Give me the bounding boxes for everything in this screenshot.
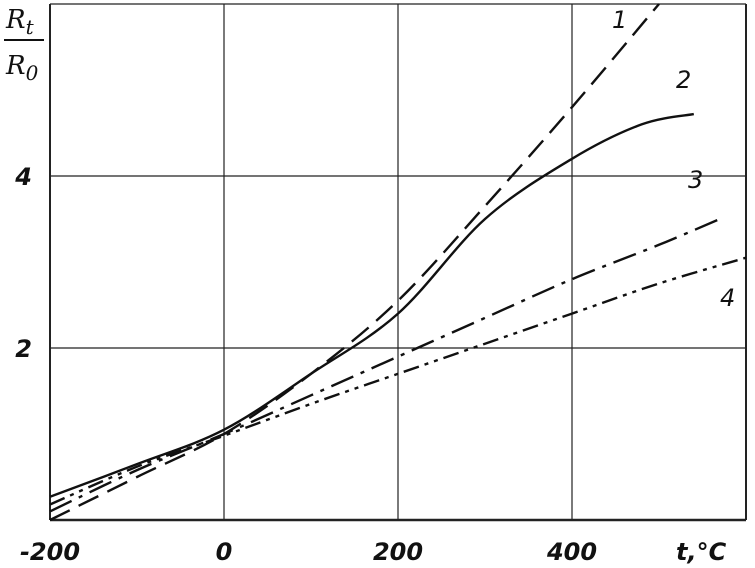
curve-label-2: 2 (676, 66, 691, 94)
x-tick-label: -200 (20, 538, 80, 566)
series-line-3 (49, 217, 721, 513)
curve-label-3: 3 (688, 166, 703, 194)
grid (49, 3, 747, 522)
curves (49, 3, 747, 522)
y-axis-label: Rt R0 (4, 5, 44, 85)
tick-labels: -200 0 200 400 2 4 (14, 163, 597, 566)
curve-label-4: 4 (720, 284, 735, 312)
curve-labels: 1 2 3 4 (612, 6, 735, 312)
x-tick-label: 0 (216, 538, 233, 566)
y-tick-label: 2 (15, 335, 32, 363)
series-line-1 (49, 3, 660, 522)
x-tick-label: 400 (546, 538, 597, 566)
y-tick-label: 4 (14, 163, 32, 191)
series-line-4 (49, 256, 747, 506)
curve-label-1: 1 (612, 6, 627, 34)
x-axis-label: t,°C (676, 538, 727, 566)
x-tick-label: 200 (373, 538, 423, 566)
y-label-denominator: R0 (5, 51, 39, 85)
series-line-2 (49, 112, 695, 498)
y-label-numerator: Rt (5, 5, 35, 39)
